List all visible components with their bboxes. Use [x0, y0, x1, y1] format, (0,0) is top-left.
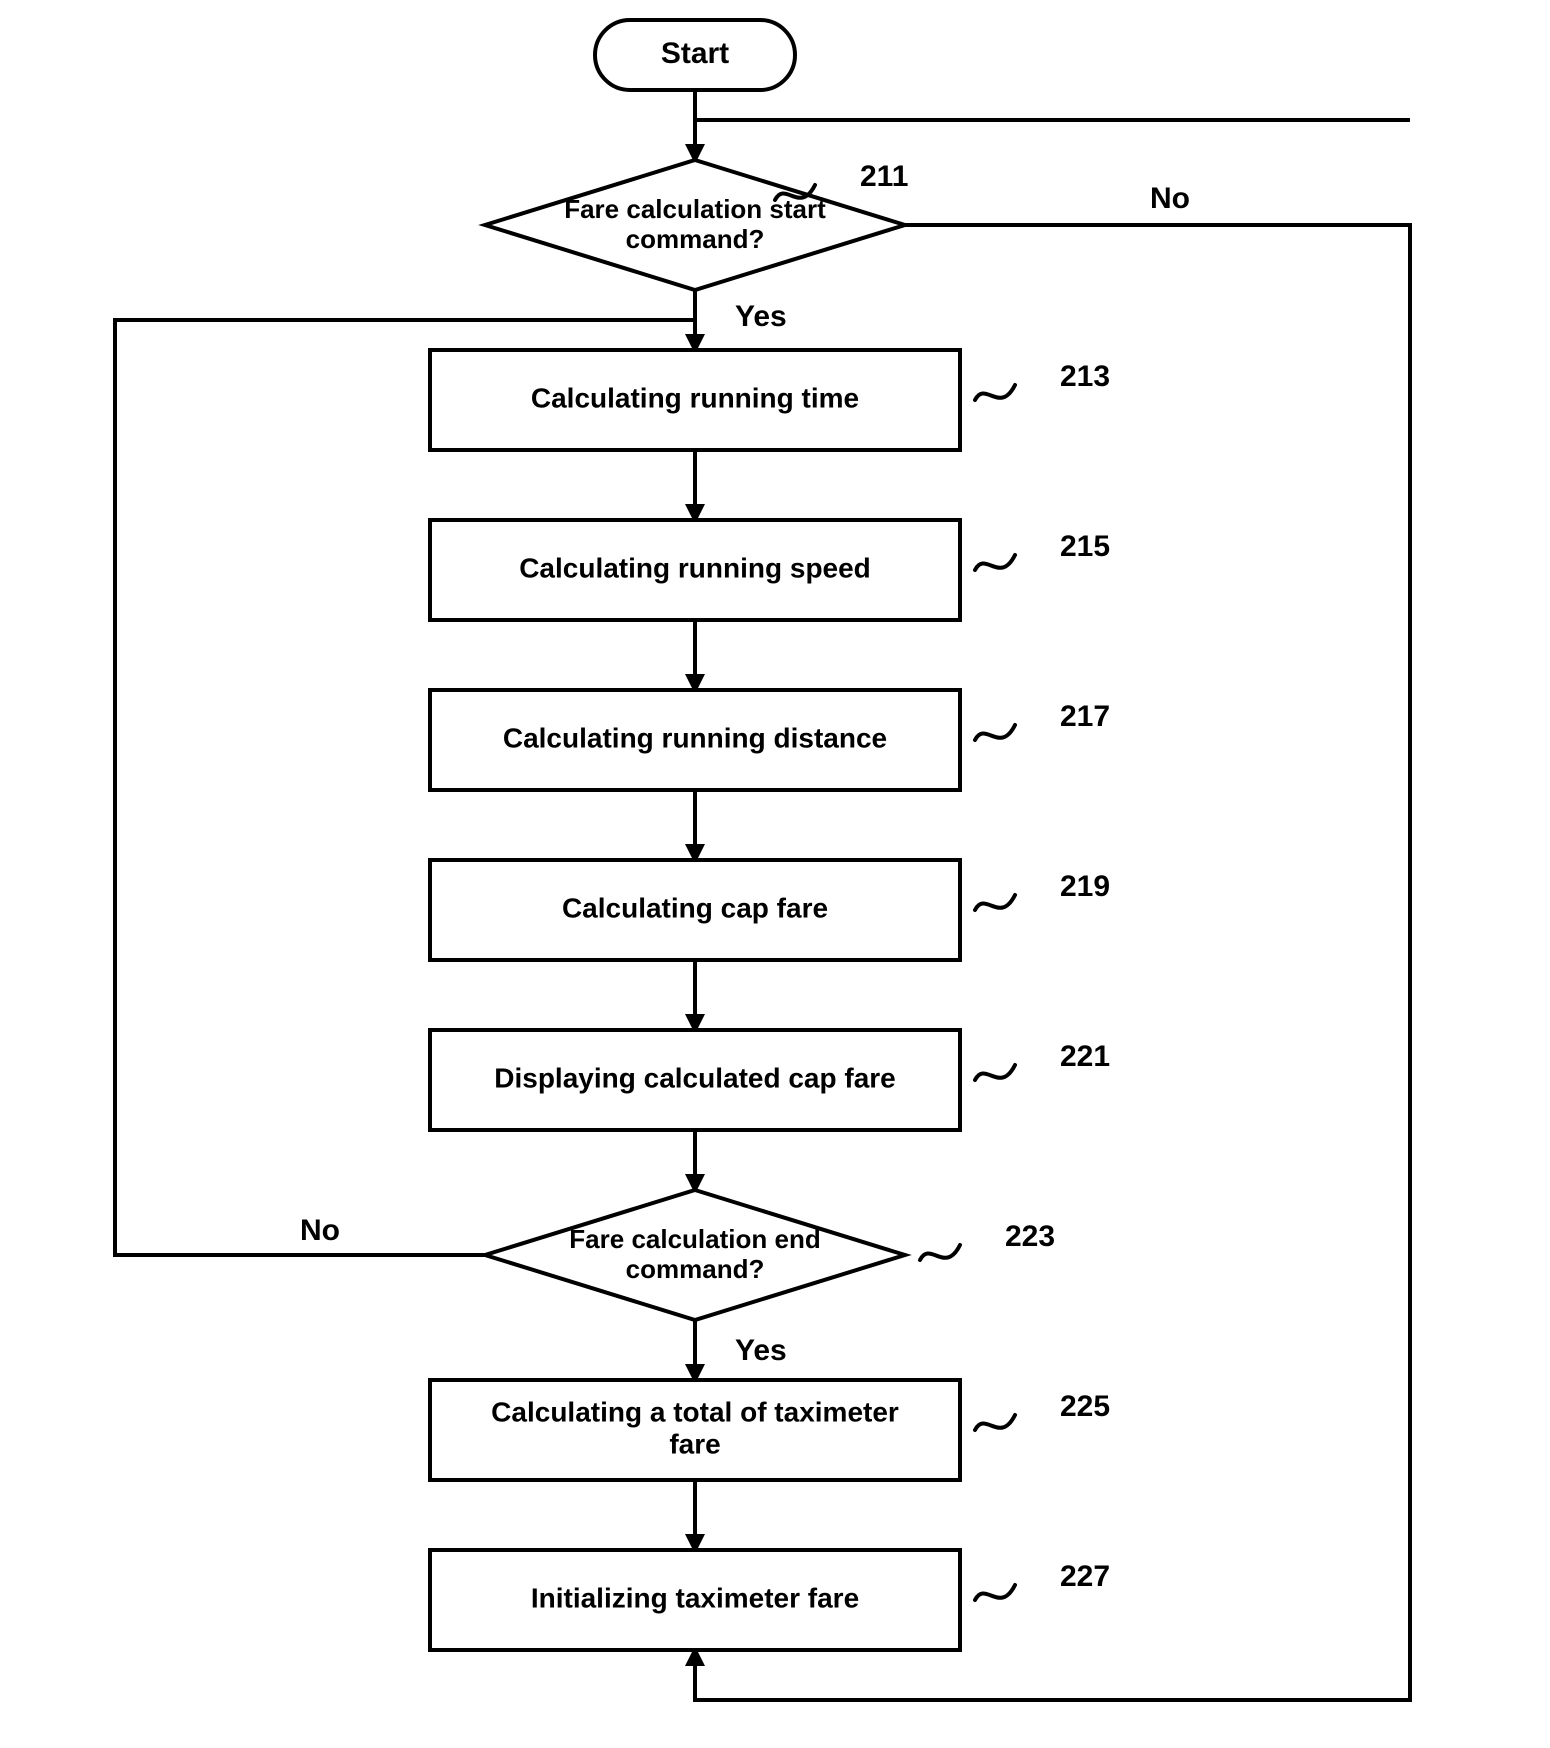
svg-text:211: 211 [860, 160, 908, 193]
svg-text:221: 221 [1060, 1040, 1110, 1073]
svg-text:command?: command? [626, 1254, 765, 1284]
svg-text:Initializing taximeter fare: Initializing taximeter fare [531, 1582, 859, 1613]
svg-text:fare: fare [669, 1428, 720, 1459]
svg-text:215: 215 [1060, 530, 1110, 563]
svg-text:Calculating cap fare: Calculating cap fare [562, 892, 828, 923]
svg-text:No: No [1150, 182, 1190, 215]
svg-text:223: 223 [1005, 1220, 1055, 1253]
svg-text:Fare calculation start: Fare calculation start [564, 194, 826, 224]
svg-text:Calculating running time: Calculating running time [531, 382, 859, 413]
svg-text:217: 217 [1060, 700, 1110, 733]
svg-text:227: 227 [1060, 1560, 1110, 1593]
svg-text:No: No [300, 1214, 340, 1247]
svg-text:213: 213 [1060, 360, 1110, 393]
svg-text:Calculating a total of taximet: Calculating a total of taximeter [491, 1396, 899, 1427]
svg-text:Displaying calculated cap fare: Displaying calculated cap fare [494, 1062, 896, 1093]
svg-text:Fare calculation end: Fare calculation end [569, 1224, 820, 1254]
svg-text:Yes: Yes [735, 300, 787, 333]
svg-text:225: 225 [1060, 1390, 1110, 1423]
svg-text:219: 219 [1060, 870, 1110, 903]
svg-text:command?: command? [626, 224, 765, 254]
svg-text:Calculating running speed: Calculating running speed [519, 552, 871, 583]
svg-text:Yes: Yes [735, 1334, 787, 1367]
svg-text:Calculating running distance: Calculating running distance [503, 722, 887, 753]
svg-text:Start: Start [661, 37, 729, 70]
flowchart-canvas: YesYesNoNoStartFare calculation startcom… [0, 0, 1550, 1748]
